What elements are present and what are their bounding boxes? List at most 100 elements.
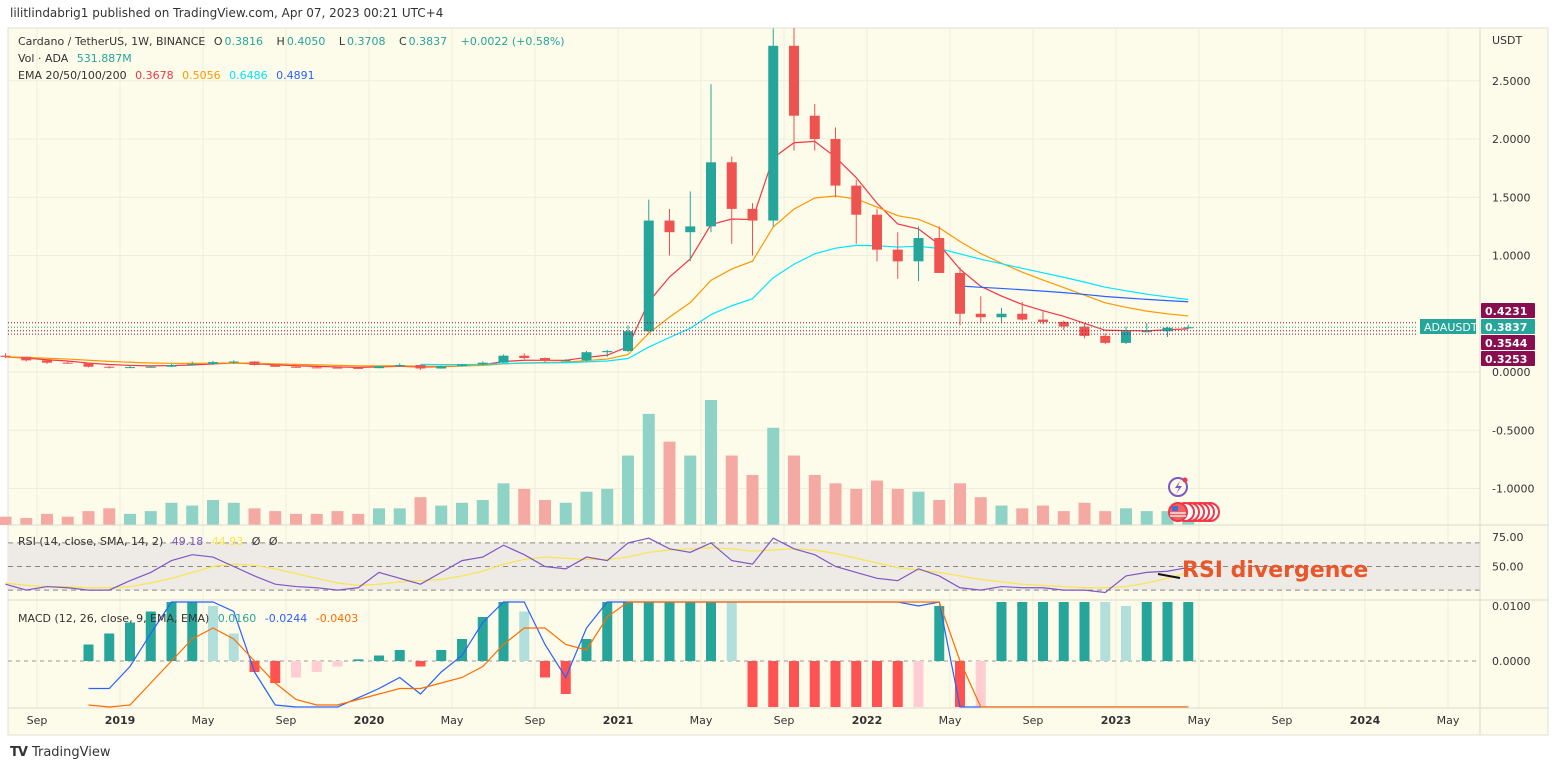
macd-histogram-bar	[975, 661, 986, 707]
rsi-label: RSI (14, close, SMA, 14, 2)	[18, 535, 164, 548]
volume-bar	[829, 483, 842, 525]
ema20-value: 0.3678	[135, 69, 174, 82]
open-number: 0.3816	[224, 35, 264, 48]
macd-histogram-bar	[1058, 602, 1069, 661]
candle-body	[104, 366, 115, 368]
volume-legend: Vol · ADA 531.887M	[18, 52, 137, 65]
volume-bar	[684, 455, 697, 525]
candle-body	[685, 226, 696, 233]
macd-histogram-bar	[768, 661, 779, 707]
divergence-trendline[interactable]	[1157, 573, 1181, 579]
ema50-value: 0.5056	[182, 69, 221, 82]
rsi-pane[interactable]	[5, 537, 1481, 594]
volume-bar	[1016, 508, 1029, 525]
macd-histogram-bar	[394, 650, 405, 661]
volume-bar	[393, 508, 406, 525]
high-value: H 0.4050	[277, 35, 331, 48]
macd-histogram-bar	[851, 661, 862, 707]
macd-histogram-bar	[1183, 602, 1194, 661]
rsi-line	[5, 537, 1189, 594]
lightning-event-icon[interactable]	[1168, 477, 1188, 497]
volume-bar	[82, 511, 95, 525]
open-label: O	[213, 35, 223, 48]
publisher-caption: lilitlindabrig1 published on TradingView…	[10, 6, 444, 20]
volume-bar	[622, 455, 634, 525]
volume-bar	[124, 513, 136, 525]
candle-body	[187, 363, 198, 366]
x-tick-label: Sep	[774, 714, 795, 727]
macd-histogram-bar	[809, 661, 820, 707]
macd-histogram-bar	[602, 602, 613, 661]
open-value: O 0.3816	[214, 35, 268, 48]
macd-histogram-bar	[415, 661, 426, 667]
volume-bar	[144, 511, 157, 525]
volume-bar	[61, 516, 74, 525]
volume-bar	[227, 502, 240, 525]
volume-bar	[476, 500, 489, 525]
x-tick-label: 2023	[1101, 714, 1132, 727]
candle-body	[1141, 331, 1152, 333]
tradingview-logo[interactable]: TV TradingView	[10, 745, 110, 760]
macd-histogram-bar	[187, 602, 198, 661]
candle-body	[643, 220, 654, 332]
candle-body	[332, 367, 343, 369]
macd-histogram-bar	[477, 617, 488, 661]
candle-body	[394, 365, 405, 367]
price-tick-label: -1.0000	[1492, 483, 1534, 496]
macd-tick-label: 0.0100	[1492, 600, 1531, 613]
volume-bar	[497, 483, 510, 525]
macd-histogram-bar	[789, 661, 799, 707]
macd-histogram-bar	[685, 602, 696, 661]
candle-body	[228, 361, 239, 363]
ema-legend: EMA 20/50/100/200 0.3678 0.5056 0.6486 0…	[18, 69, 320, 82]
macd-histogram-bar	[311, 661, 322, 672]
candle-body	[208, 362, 218, 364]
volume-bar	[103, 508, 116, 525]
close-value: C 0.3837	[399, 35, 452, 48]
volume-bar	[725, 455, 738, 525]
volume-bar	[352, 513, 365, 525]
volume-bar	[1140, 511, 1153, 525]
ema-line-20	[5, 140, 1189, 368]
candle-body	[62, 362, 73, 364]
macd-histogram-bar	[892, 661, 903, 707]
macd-histogram-bar	[830, 661, 841, 707]
volume-bar	[186, 505, 199, 525]
rsi-tick-label: 50.00	[1492, 561, 1524, 574]
macd-histogram-bar	[498, 602, 509, 661]
macd-histogram-bar	[643, 602, 654, 661]
volume-bar	[663, 441, 676, 525]
close-number: 0.3837	[408, 35, 448, 48]
macd-pane[interactable]	[8, 601, 1480, 708]
rsi-divergence-annotation[interactable]: RSI divergence	[1182, 558, 1369, 583]
candle-body	[664, 220, 675, 233]
symbol-label: ADAUSDT	[1424, 321, 1478, 334]
macd-histogram-bar	[1121, 606, 1131, 661]
candle-body	[311, 367, 322, 369]
candle-body	[872, 214, 882, 250]
macd-histogram-bar	[540, 661, 550, 678]
us-flag-events-icon[interactable]	[1168, 502, 1220, 522]
candle-body	[519, 355, 530, 359]
candle-body	[1038, 319, 1048, 322]
candle-body	[42, 360, 52, 363]
volume-bar	[974, 497, 987, 525]
volume-bar	[1099, 511, 1112, 525]
macd-histogram-bar	[249, 661, 260, 672]
ema-line-200	[959, 285, 1189, 303]
macd-histogram-bar	[291, 661, 301, 678]
candle-body	[768, 45, 779, 221]
volume-bar	[767, 427, 780, 525]
price-label-box	[1481, 303, 1535, 318]
price-label: 0.3253	[1485, 353, 1527, 366]
candle-body	[540, 358, 550, 361]
volume-value: 531.887M	[76, 52, 132, 65]
x-tick-label: May	[939, 714, 962, 727]
candle-body	[436, 366, 447, 369]
volume-bar	[1057, 511, 1070, 525]
candle-body	[913, 238, 924, 262]
volume-bar	[373, 508, 385, 525]
macd-tick-label: 0.0000	[1492, 655, 1531, 668]
volume-bar	[642, 413, 655, 525]
